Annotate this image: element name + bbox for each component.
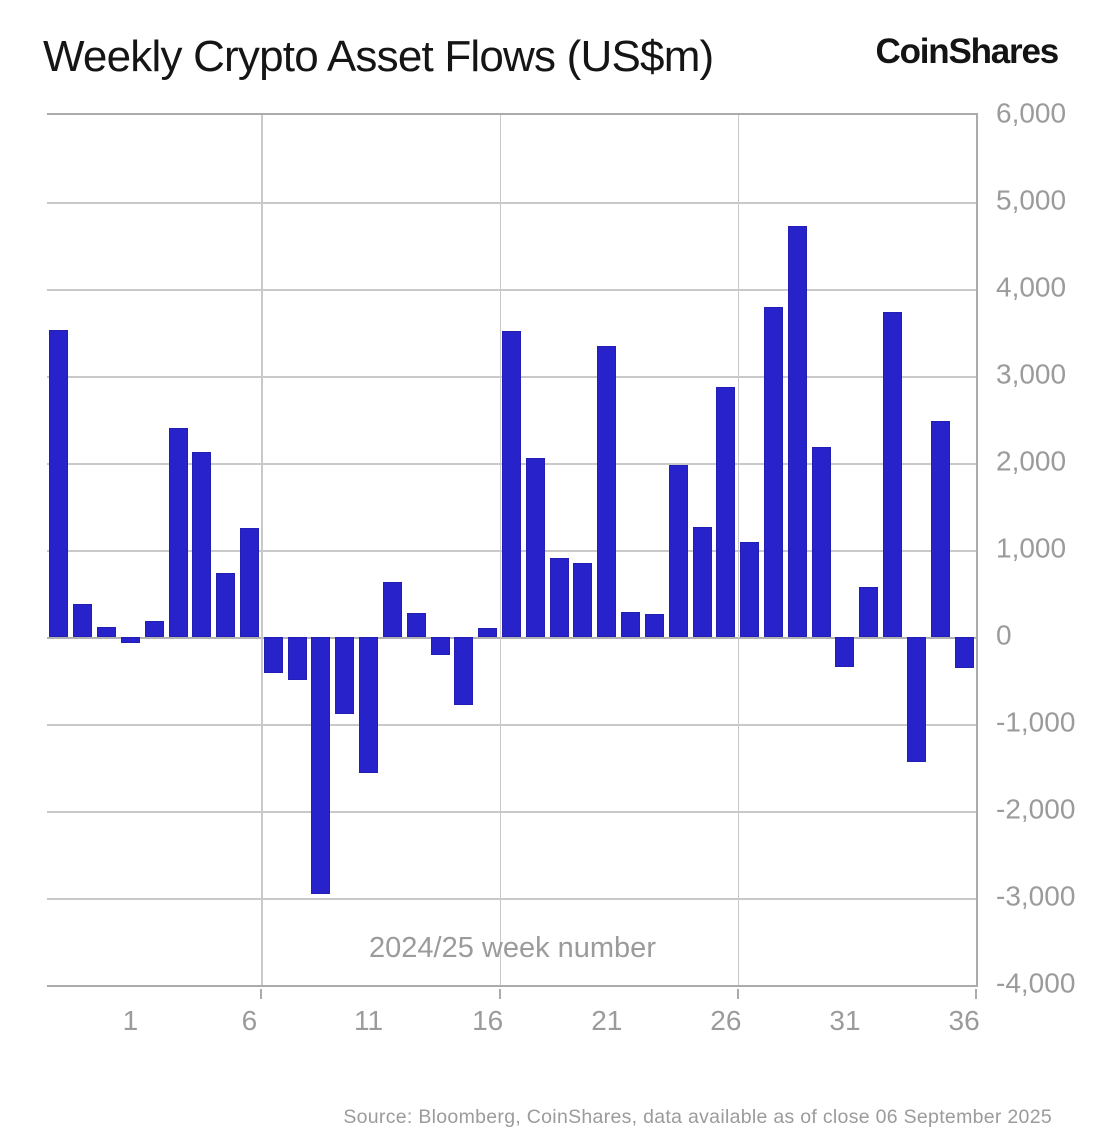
bar-week-21 [597, 345, 617, 637]
bar-week-6 [239, 528, 259, 637]
bar-week-9 [311, 637, 331, 894]
bar-week-23 [644, 613, 664, 637]
y-gridline [47, 724, 976, 726]
x-axis-tick [975, 989, 977, 999]
bar-week-33 [883, 312, 903, 637]
bar-week-24 [668, 464, 688, 637]
bar-week-28 [764, 307, 784, 637]
y-gridline [47, 289, 976, 291]
bar-week-22 [621, 611, 641, 637]
x-gridline [261, 115, 263, 985]
bar-week-15 [454, 637, 474, 705]
x-axis-tick-label: 31 [829, 1005, 861, 1036]
y-gridline [47, 202, 976, 204]
bar-week-51 [73, 603, 93, 637]
x-axis-tick-label: 1 [122, 1005, 139, 1036]
bar-week-12 [382, 582, 402, 637]
y-axis-tick-label: -3,000 [996, 880, 1076, 912]
bar-week-52 [97, 627, 117, 637]
bar-week-31 [835, 637, 855, 668]
bar-week-36 [954, 637, 974, 669]
bar-week-50 [49, 329, 69, 637]
bar-week-4 [192, 451, 212, 637]
bar-week-13 [406, 612, 426, 637]
x-axis-tick-label: 6 [241, 1005, 258, 1036]
x-axis-tick-label: 26 [710, 1005, 742, 1036]
y-gridline [47, 898, 976, 900]
coinshares-logo: CoinShares [875, 32, 1060, 71]
y-axis-tick-label: 0 [996, 619, 1012, 651]
bar-week-17 [502, 330, 521, 637]
bar-week-30 [811, 447, 831, 637]
y-axis-tick-label: 2,000 [996, 445, 1067, 477]
x-gridline [737, 115, 740, 985]
y-axis-tick-label: -2,000 [996, 793, 1076, 825]
x-axis-tick [260, 989, 263, 999]
bar-week-32 [859, 587, 879, 637]
bar-week-34 [906, 637, 926, 763]
bar-week-18 [525, 457, 545, 637]
bar-week-3 [168, 428, 188, 637]
bar-week-1 [120, 637, 140, 643]
bar-week-35 [930, 421, 950, 637]
x-axis-tick-label: 16 [472, 1005, 504, 1036]
chart-title: Weekly Crypto Asset Flows (US$m) [43, 32, 714, 81]
bar-week-20 [573, 563, 593, 637]
y-axis-tick-label: -4,000 [996, 967, 1076, 999]
x-axis-title: 2024/25 week number [369, 932, 656, 964]
bar-week-11 [359, 637, 379, 773]
bar-week-25 [692, 526, 712, 637]
y-axis-tick-label: 1,000 [996, 532, 1067, 564]
bar-week-27 [740, 542, 760, 637]
x-axis-tick [736, 989, 739, 999]
y-axis-tick-label: 5,000 [996, 184, 1067, 216]
bar-week-26 [716, 387, 736, 637]
bar-week-7 [263, 637, 283, 673]
bar-week-14 [430, 637, 450, 656]
source-note: Source: Bloomberg, CoinShares, data avai… [343, 1106, 1052, 1128]
x-axis-tick [498, 989, 501, 999]
y-axis-tick-label: 4,000 [996, 271, 1067, 303]
bar-week-29 [787, 226, 807, 637]
bar-week-10 [335, 637, 355, 714]
x-axis-tick-label: 21 [591, 1005, 623, 1036]
y-gridline [47, 637, 976, 639]
y-axis-tick-label: 6,000 [996, 97, 1067, 129]
bar-week-5 [216, 572, 236, 637]
bar-week-8 [287, 637, 307, 680]
plot-area: 6,000 5,000 4,000 3,000 2,000 1,000 0 -1,000 -2,… [47, 98, 1075, 1036]
bar-week-19 [549, 557, 569, 637]
y-axis-tick-label: -1,000 [996, 706, 1076, 738]
bar-week-2 [144, 621, 164, 637]
bar-week-16 [478, 628, 498, 637]
x-axis-tick-label: 36 [948, 1005, 980, 1036]
x-axis-tick-label: 11 [354, 1005, 384, 1036]
y-gridline [47, 811, 976, 813]
y-axis-tick-label: 3,000 [996, 358, 1067, 390]
x-gridline [499, 115, 502, 985]
